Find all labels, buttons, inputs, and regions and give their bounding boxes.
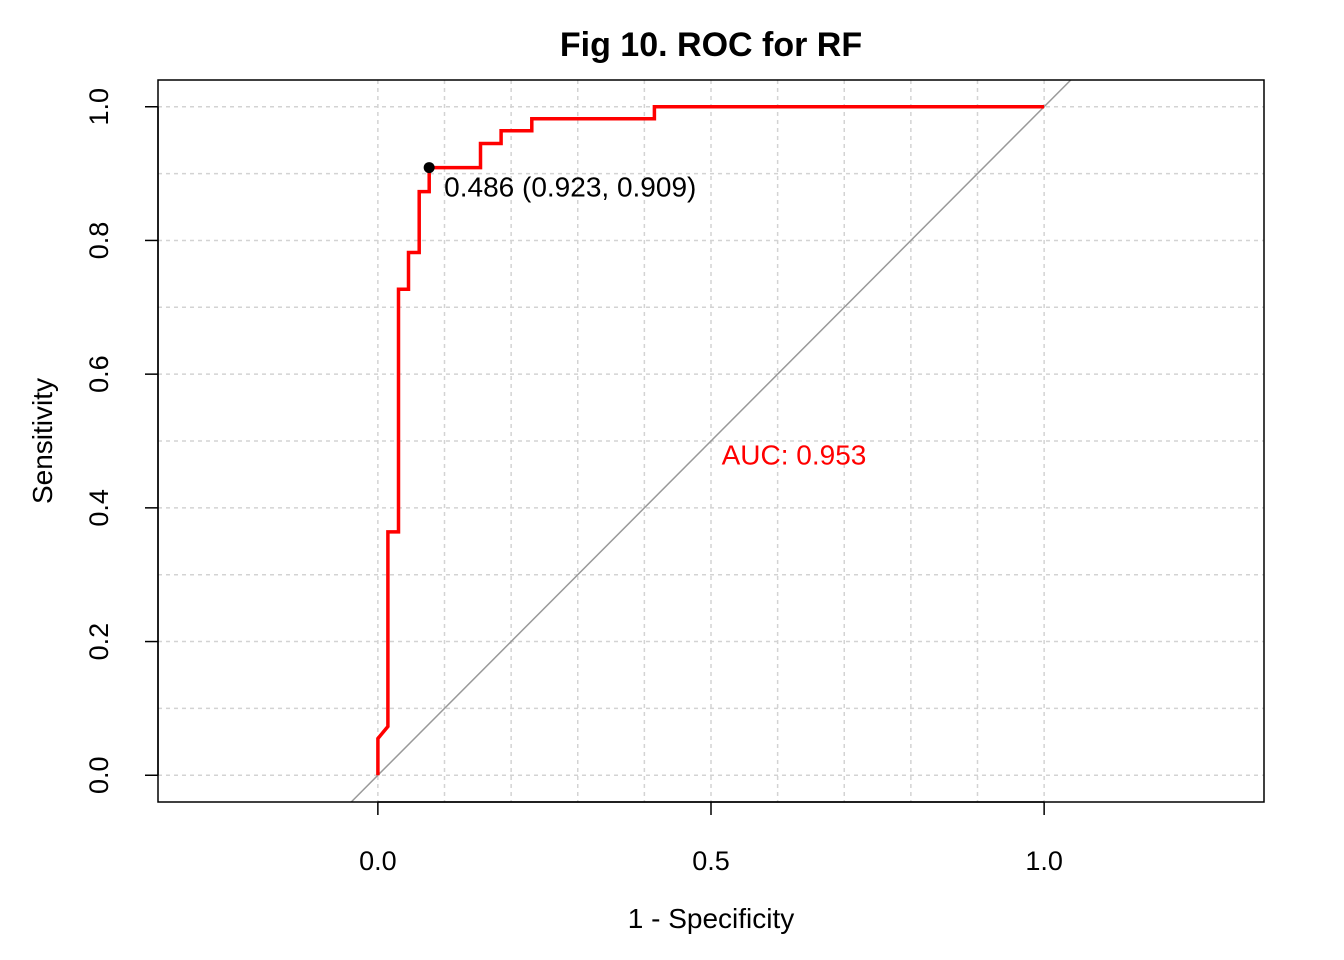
x-tick-label: 1.0: [1025, 846, 1063, 876]
threshold-label: 0.486 (0.923, 0.909): [444, 172, 696, 203]
diagonal-line: [350, 79, 1072, 803]
x-axis: 0.0 0.5 1.0: [359, 801, 1063, 876]
y-tick-label: 0.6: [84, 355, 114, 393]
series-group: [376, 104, 1045, 776]
y-tick-label: 0.8: [84, 222, 114, 260]
diagonal-reference: [350, 79, 1072, 803]
grid: [158, 80, 1264, 802]
x-tick-label: 0.5: [692, 846, 730, 876]
y-axis: 0.0 0.2 0.4 0.6 0.8 1.0: [84, 88, 159, 794]
threshold-point: [423, 162, 435, 174]
auc-label: AUC: 0.953: [722, 439, 867, 470]
chart-title: Fig 10. ROC for RF: [560, 26, 862, 64]
y-tick-label: 0.4: [84, 489, 114, 527]
y-tick-label: 0.2: [84, 623, 114, 661]
threshold-group: [423, 162, 435, 174]
roc-curve-line: [376, 104, 1045, 776]
x-tick-label: 0.0: [359, 846, 397, 876]
x-axis-label: 1 - Specificity: [628, 903, 795, 934]
y-tick-label: 1.0: [84, 88, 114, 126]
y-axis-label: Sensitivity: [27, 378, 58, 504]
y-tick-label: 0.0: [84, 756, 114, 794]
